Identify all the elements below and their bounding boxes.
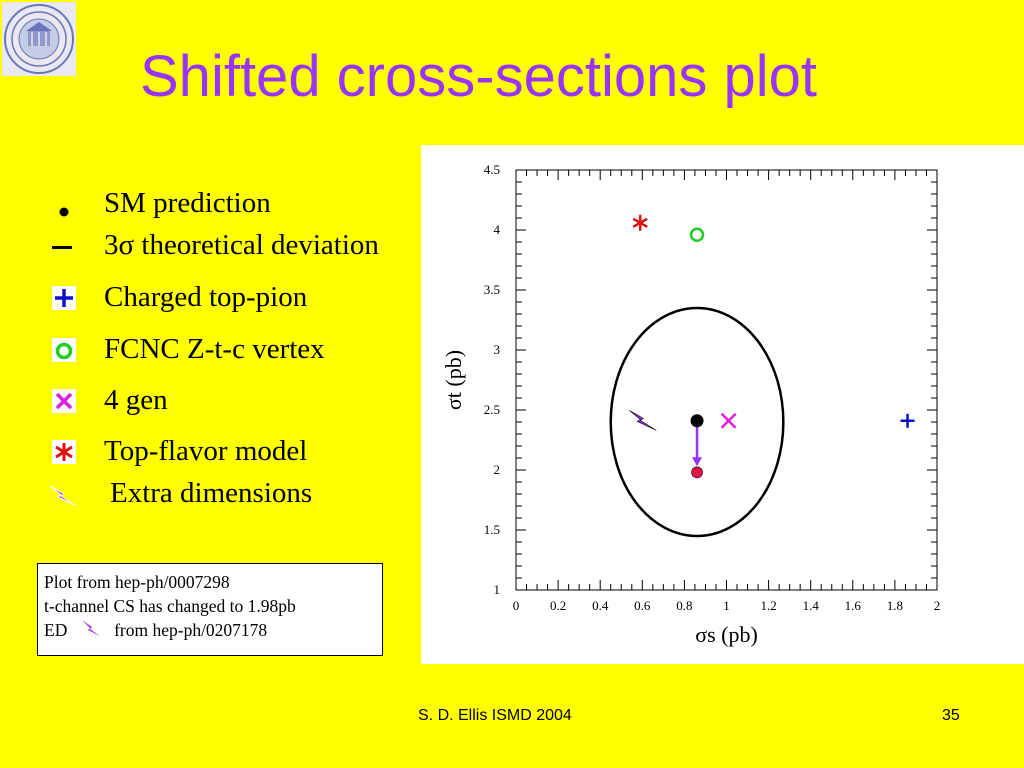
y-tick-label: 1 <box>494 582 501 597</box>
y-tick-label: 3.5 <box>484 282 500 297</box>
legend-label: FCNC Z-t-c vertex <box>104 333 325 365</box>
y-tick-label: 2 <box>494 462 501 477</box>
y-tick-label: 4.5 <box>484 162 500 177</box>
deviation-ellipse <box>609 306 785 538</box>
extra-dimensions-point <box>629 410 657 431</box>
y-tick-label: 4 <box>494 222 501 237</box>
plot-frame <box>515 169 938 591</box>
x-tick-label: 0 <box>513 598 520 613</box>
shifted-sm-point <box>691 466 703 479</box>
legend-item-top-flavor: Top-flavor model <box>40 434 430 470</box>
note-source: from hep-ph/0207178 <box>114 620 268 640</box>
legend-label: 4 gen <box>104 384 168 416</box>
legend-label: Charged top-pion <box>104 281 308 313</box>
x-tick-label: 2 <box>934 598 941 613</box>
x-tick-label: 0.6 <box>634 598 651 613</box>
lightning-icon <box>81 620 100 636</box>
x-tick-label: 1 <box>723 598 730 613</box>
legend-item-fcnc: FCNC Z-t-c vertex <box>40 332 430 368</box>
dash-icon <box>42 232 73 262</box>
x-tick-label: 0.4 <box>592 598 609 613</box>
bullet-icon <box>50 190 80 220</box>
x-tick-label: 1.4 <box>803 598 820 613</box>
legend-label: Top-flavor model <box>104 435 308 467</box>
x-tick-label: 0.2 <box>550 598 566 613</box>
cross-icon <box>50 387 80 417</box>
legend-item-sm: SM prediction <box>40 186 430 222</box>
charged-top-pion-point <box>900 413 915 428</box>
source-note: Plot from hep-ph/0007298 t-channel CS ha… <box>37 563 383 656</box>
legend-item-extra-dim: Extra dimensions <box>40 476 430 512</box>
asterisk-icon <box>50 438 80 468</box>
y-tick-label: 2.5 <box>484 402 500 417</box>
plot-panel: 0 0.2 0.4 0.6 0.8 1 1.2 1.4 1.6 1.8 2 1 1.5 2 2.5 3 3.5 4… <box>421 145 1024 664</box>
x-axis-label: σs (pb) <box>695 622 758 647</box>
page-number: 35 <box>942 707 960 724</box>
legend-label: Extra dimensions <box>110 477 313 509</box>
note-line-1: Plot from hep-ph/0007298 <box>44 572 230 592</box>
legend-item-top-pion: Charged top-pion <box>40 280 430 316</box>
footer-author: S. D. Ellis ISMD 2004 <box>418 707 572 724</box>
legend-label: 3σ theoretical deviation <box>104 229 379 261</box>
fcnc-z-t-c-vertex-point <box>689 227 705 243</box>
top-flavor-model-point <box>632 214 648 231</box>
cross-section-plot: 0 0.2 0.4 0.6 0.8 1 1.2 1.4 1.6 1.8 2 1 1.5 2 2.5 3 3.5 4… <box>441 162 941 647</box>
legend-item-deviation: 3σ theoretical deviation <box>40 228 430 264</box>
note-line-3: ED from hep-ph/0207178 <box>44 618 382 642</box>
4-gen-point <box>720 412 737 429</box>
y-tick-label: 3 <box>494 342 501 357</box>
university-seal <box>2 2 76 76</box>
legend-item-4gen: 4 gen <box>40 383 430 419</box>
x-tick-label: 1.2 <box>760 598 776 613</box>
sm-prediction-point <box>690 414 704 428</box>
note-ed-label: ED <box>44 620 68 640</box>
x-tick-label: 1.6 <box>845 598 862 613</box>
lightning-icon <box>46 480 77 510</box>
note-line-2: t-channel CS has changed to 1.98pb <box>44 596 296 616</box>
x-tick-label: 0.8 <box>676 598 692 613</box>
y-tick-label: 1.5 <box>484 522 500 537</box>
legend-label: SM prediction <box>104 187 271 219</box>
circle-icon <box>50 336 80 366</box>
x-tick-label: 1.8 <box>887 598 903 613</box>
slide-title: Shifted cross-sections plot <box>140 44 817 109</box>
y-axis-label: σt (pb) <box>441 350 466 410</box>
shift-arrow-head <box>692 457 703 467</box>
plus-icon <box>50 284 80 314</box>
